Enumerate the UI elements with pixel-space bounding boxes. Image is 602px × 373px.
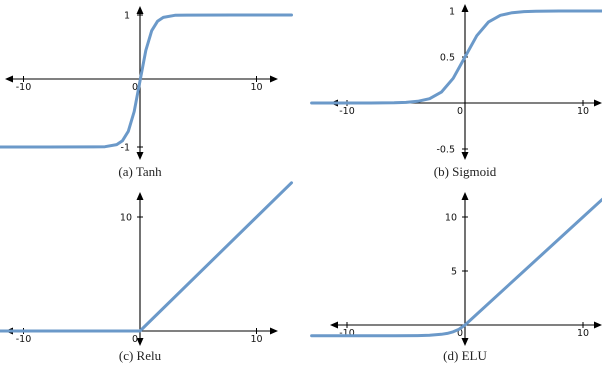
panel-caption: (b) Sigmoid <box>434 164 497 179</box>
x-axis-right-arrow <box>270 327 278 335</box>
x-tick-label: 10 <box>250 334 262 345</box>
y-tick-label: 10 <box>445 213 457 224</box>
y-axis-top-arrow <box>136 192 144 200</box>
x-tick-label: -10 <box>339 106 355 117</box>
sigmoid-curve <box>310 9 602 105</box>
x-tick-label: 0 <box>132 82 138 93</box>
x-tick-label: 0 <box>457 328 463 339</box>
x-tick-label: 10 <box>577 106 589 117</box>
x-tick-label: -10 <box>16 82 32 93</box>
y-tick-label: 5 <box>451 267 457 278</box>
panel-caption: (c) Relu <box>119 348 162 363</box>
y-axis-bottom-arrow <box>136 152 144 160</box>
relu-curve <box>0 181 293 333</box>
x-tick-label: 0 <box>457 106 463 117</box>
x-tick-label: -10 <box>339 328 355 339</box>
y-tick-label: -1 <box>121 143 130 154</box>
y-axis-bottom-arrow <box>461 338 469 346</box>
x-tick-label: 10 <box>577 328 589 339</box>
panel-elu: -10 0 10 10 5 (d) ELU <box>310 192 602 363</box>
y-tick-label: 0.5 <box>440 53 455 64</box>
y-tick-label: 1 <box>449 7 455 18</box>
x-tick-label: -10 <box>16 334 32 345</box>
panel-caption: (d) ELU <box>443 348 487 363</box>
x-tick-label: 10 <box>250 82 262 93</box>
y-tick-label: 10 <box>120 213 132 224</box>
y-axis-top-arrow <box>461 4 469 12</box>
x-axis-left-arrow <box>5 75 13 83</box>
y-axis-top-arrow <box>136 6 144 14</box>
elu-curve <box>310 197 602 338</box>
panel-relu: -10 0 10 10 (c) Relu <box>0 181 293 363</box>
x-tick-label: 0 <box>132 334 138 345</box>
x-axis-left-arrow <box>330 321 338 329</box>
panel-sigmoid: -10 0 10 1 0.5 -0.5 (b) Sigmoid <box>310 4 602 179</box>
y-axis-top-arrow <box>461 192 469 200</box>
x-axis-right-arrow <box>594 321 602 329</box>
panel-caption: (a) Tanh <box>118 164 162 179</box>
y-tick-label: -0.5 <box>436 145 455 156</box>
panel-tanh: -10 0 10 1 -1 (a) Tanh <box>0 6 293 179</box>
x-axis-right-arrow <box>594 99 602 107</box>
y-tick-label: 1 <box>124 11 130 22</box>
y-axis-bottom-arrow <box>136 338 144 346</box>
x-axis-right-arrow <box>270 75 278 83</box>
y-axis-bottom-arrow <box>461 152 469 160</box>
tanh-curve <box>0 13 293 149</box>
